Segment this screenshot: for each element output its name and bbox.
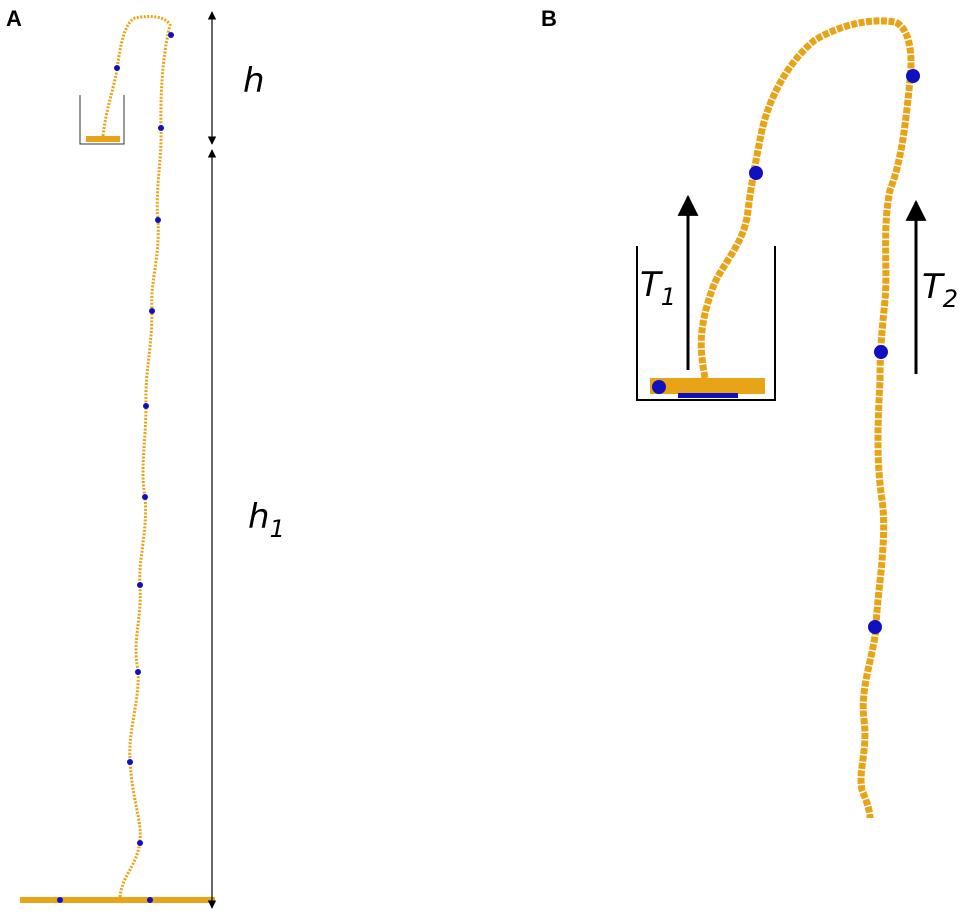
subscript: 1	[270, 515, 285, 543]
bead	[906, 69, 920, 83]
panel-a: A h h1	[6, 6, 285, 909]
annotation: h	[243, 61, 265, 101]
chain-pile	[650, 378, 765, 394]
beaker	[636, 246, 776, 401]
chain-pile	[20, 897, 215, 903]
chain-pile	[86, 136, 120, 142]
subscript: 1	[661, 283, 676, 311]
bead	[127, 759, 133, 765]
symbol: h	[243, 61, 265, 101]
bead	[678, 393, 738, 398]
symbol: T	[922, 267, 945, 307]
bead	[652, 380, 666, 394]
bead	[147, 897, 153, 903]
bead	[749, 166, 763, 180]
bead	[158, 125, 164, 131]
symbol: T	[640, 265, 663, 305]
bead	[137, 840, 143, 846]
panel-label: A	[6, 6, 22, 31]
symbol: h	[248, 497, 270, 537]
annotation: T1	[640, 265, 676, 311]
bead	[57, 897, 63, 903]
bead	[137, 582, 143, 588]
annotation: T2	[922, 267, 958, 313]
bead	[149, 308, 155, 314]
subscript: 2	[943, 285, 958, 313]
bead	[868, 620, 882, 634]
beads	[57, 32, 174, 903]
beaker	[79, 95, 125, 145]
chain	[101, 15, 172, 898]
bead	[135, 669, 141, 675]
bead	[142, 494, 148, 500]
bead	[874, 345, 888, 359]
bead	[114, 65, 120, 71]
bead	[143, 403, 149, 409]
chain	[697, 17, 915, 819]
panel-b: B T1 T2	[541, 6, 958, 819]
bead	[168, 32, 174, 38]
panel-label: B	[541, 6, 557, 31]
beads	[652, 69, 920, 634]
annotation: h1	[248, 497, 285, 543]
bead	[155, 217, 161, 223]
